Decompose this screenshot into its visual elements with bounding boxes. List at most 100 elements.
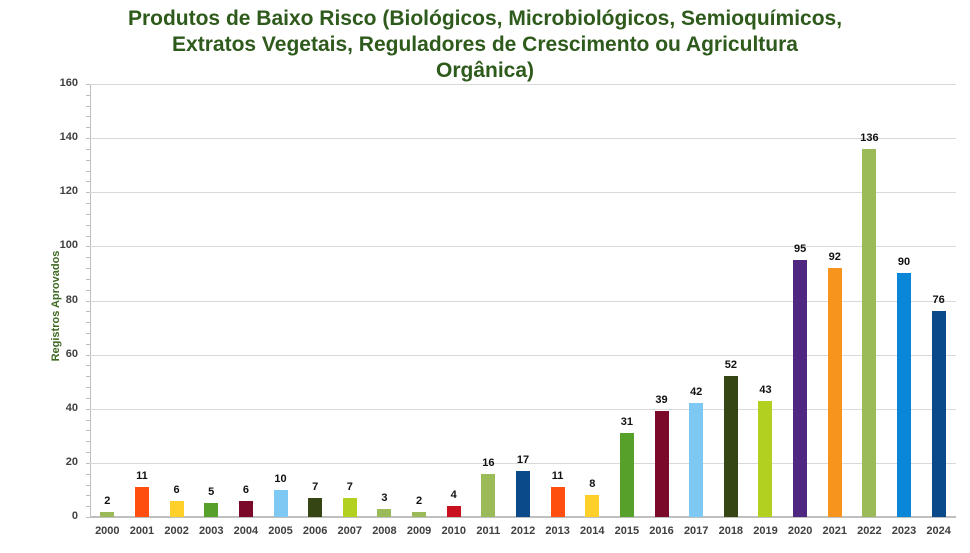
- y-minor-tick: [86, 203, 90, 205]
- y-minor-tick: [86, 462, 90, 464]
- bar-2011: [481, 473, 496, 517]
- gridline: [90, 138, 956, 140]
- x-tick-label: 2014: [580, 525, 605, 537]
- bar-2015: [619, 433, 634, 517]
- x-tick-label: 2013: [545, 525, 570, 537]
- data-label: 7: [346, 481, 353, 494]
- y-minor-tick: [86, 311, 90, 313]
- bar-2016: [654, 411, 669, 517]
- data-label: 92: [828, 251, 841, 264]
- chart-title-line-1: Produtos de Baixo Risco (Biológicos, Mic…: [127, 7, 843, 30]
- data-label: 90: [897, 256, 911, 269]
- x-tick-label: 2007: [337, 525, 363, 537]
- bar-2017: [689, 403, 704, 517]
- chart-title-line-3: Orgânica): [435, 59, 535, 82]
- y-minor-tick: [86, 506, 90, 508]
- bar-2024: [931, 311, 946, 517]
- x-tick-label: 2005: [268, 525, 293, 537]
- x-tick-label: 2021: [822, 525, 847, 537]
- data-label: 8: [589, 478, 596, 491]
- y-minor-tick: [86, 332, 90, 334]
- gridline: [90, 408, 956, 410]
- data-label: 11: [551, 470, 564, 483]
- y-minor-tick: [86, 148, 90, 150]
- bar-2001: [134, 487, 149, 517]
- y-minor-tick: [86, 268, 90, 270]
- x-tick-label: 2003: [198, 525, 224, 537]
- data-label: 5: [208, 486, 215, 499]
- y-minor-tick: [86, 289, 90, 291]
- data-label: 2: [416, 494, 423, 507]
- bar-2007: [342, 498, 357, 517]
- y-minor-tick: [86, 246, 90, 248]
- y-minor-tick: [86, 430, 90, 432]
- data-label: 11: [136, 470, 148, 483]
- data-label: 95: [793, 242, 807, 255]
- y-minor-tick: [86, 452, 90, 454]
- x-tick-label: 2019: [753, 525, 778, 537]
- y-tick-label: 20: [65, 455, 78, 468]
- data-label: 42: [690, 386, 703, 399]
- data-label: 52: [724, 359, 737, 372]
- y-minor-tick: [86, 235, 90, 237]
- data-label: 10: [274, 472, 287, 485]
- y-tick-label: 40: [65, 401, 78, 414]
- y-minor-tick: [86, 343, 90, 345]
- gridline: [90, 192, 956, 194]
- y-tick-label: 160: [59, 77, 78, 89]
- y-minor-tick: [86, 517, 90, 518]
- bar-2000: [100, 511, 115, 517]
- x-tick-label: 2004: [233, 525, 259, 537]
- data-label: 136: [860, 131, 879, 144]
- y-minor-tick: [86, 224, 90, 226]
- bar-2013: [550, 487, 565, 517]
- gridline: [90, 84, 956, 85]
- y-minor-tick: [86, 397, 90, 399]
- y-minor-tick: [86, 84, 90, 85]
- y-minor-tick: [86, 181, 90, 183]
- bar-2020: [793, 259, 808, 517]
- y-minor-tick: [86, 484, 90, 486]
- x-tick-label: 2002: [164, 525, 189, 537]
- bar-2014: [585, 495, 600, 517]
- bar-2002: [169, 500, 184, 517]
- y-minor-tick: [86, 138, 90, 140]
- bar-2005: [273, 489, 288, 517]
- bar-2012: [516, 470, 530, 517]
- x-tick-label: 2017: [683, 525, 709, 537]
- x-tick-label: 2024: [926, 525, 951, 537]
- data-label: 3: [381, 491, 388, 504]
- x-tick-label: 2000: [95, 525, 120, 537]
- y-minor-tick: [86, 387, 90, 389]
- plot-area: 2 11 6 5 6 10 7 7 3 2 4 16 17 11 8 31 39 42 52 43 95 92 136 90 7…: [86, 84, 956, 518]
- x-axis-line: [90, 516, 956, 518]
- chart-title: Produtos de Baixo Risco (Biológicos, Mic…: [0, 6, 970, 84]
- gridline: [90, 462, 956, 464]
- bar-2021: [827, 268, 842, 517]
- y-minor-tick: [86, 322, 90, 324]
- bar-2008: [377, 508, 392, 517]
- x-tick-label: 2022: [857, 525, 882, 537]
- x-tick-label: 2006: [302, 525, 328, 537]
- x-tick-label: 2001: [129, 525, 155, 537]
- y-tick-label: 100: [59, 239, 78, 252]
- bar-2003: [204, 503, 219, 517]
- y-minor-tick: [86, 116, 90, 118]
- bar-2004: [238, 500, 253, 517]
- x-tick-label: 2008: [372, 525, 397, 537]
- y-minor-tick: [86, 408, 90, 410]
- x-tick-label: 2010: [441, 525, 466, 537]
- y-minor-tick: [86, 192, 90, 194]
- y-tick-label: 80: [65, 293, 78, 306]
- y-minor-tick: [86, 441, 90, 443]
- x-tick-label: 2015: [614, 525, 640, 537]
- data-label: 76: [932, 294, 945, 307]
- y-minor-tick: [86, 105, 90, 107]
- x-tick-label: 2018: [718, 525, 744, 537]
- x-tick-label: 2023: [891, 525, 917, 537]
- bar-2023: [897, 273, 912, 517]
- y-tick-label: 120: [59, 185, 78, 198]
- gridline: [90, 354, 956, 356]
- data-label: 6: [173, 483, 180, 496]
- bar-2022: [862, 148, 877, 517]
